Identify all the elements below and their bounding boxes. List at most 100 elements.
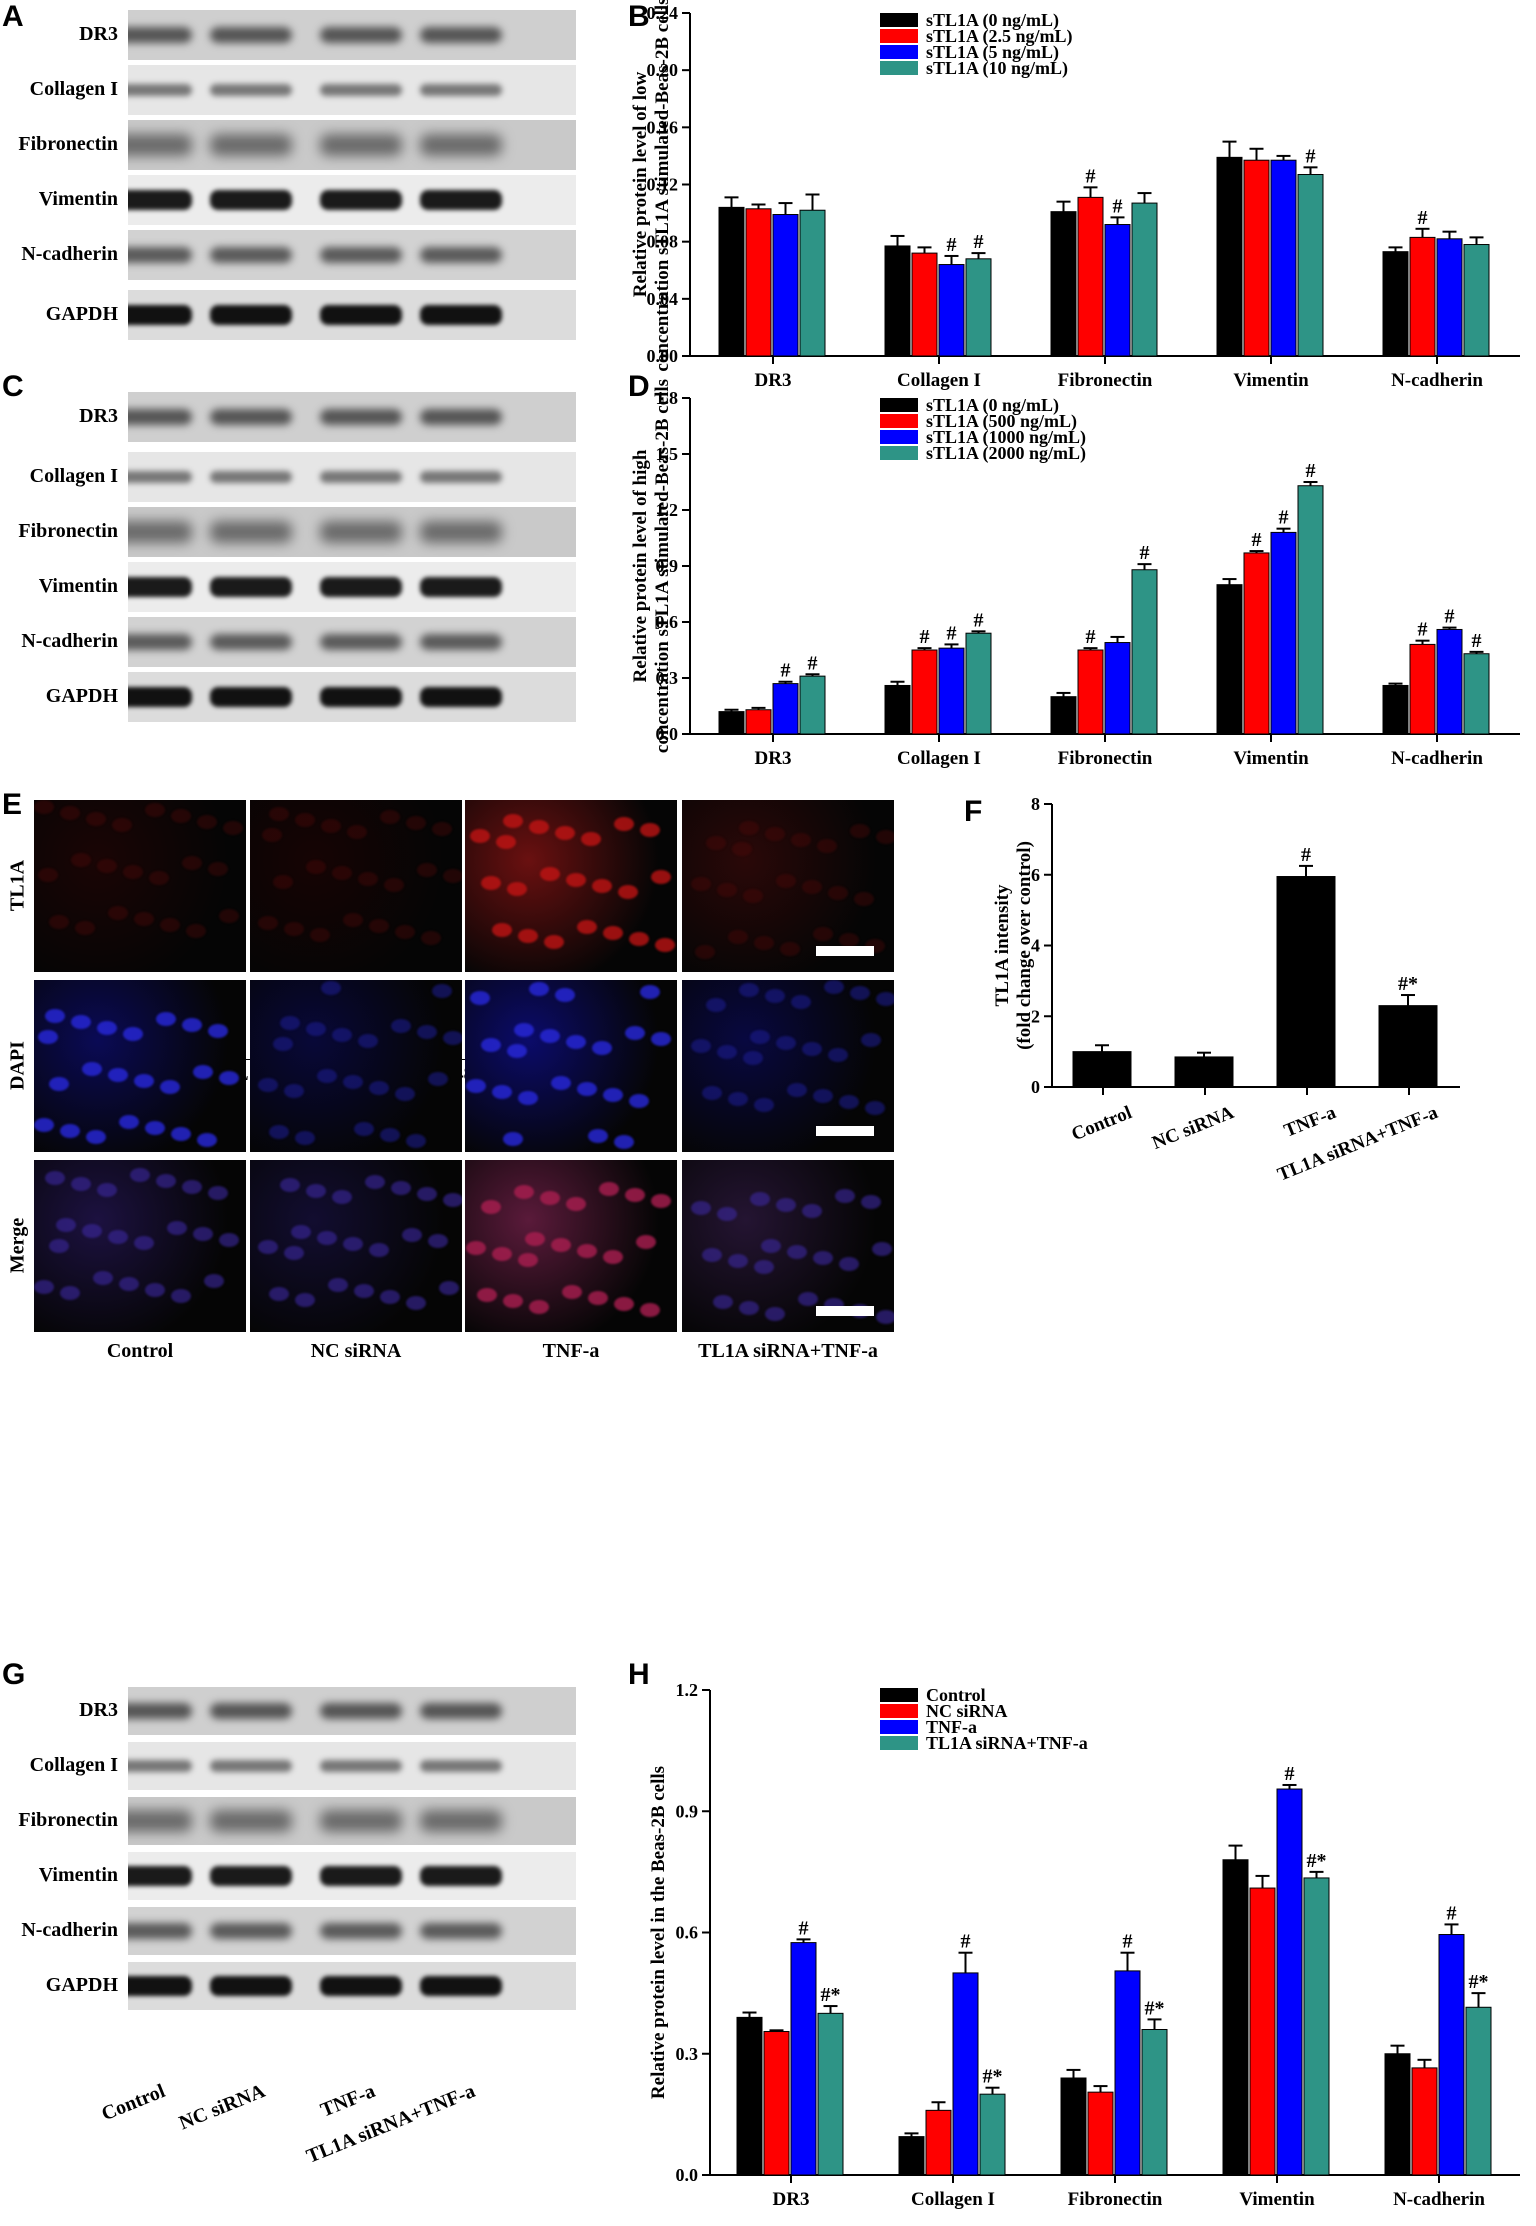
cell-nucleus bbox=[743, 1051, 763, 1065]
cell-nucleus bbox=[865, 1101, 885, 1115]
cell-nucleus bbox=[577, 920, 597, 934]
y-tick-label: 0.24 bbox=[647, 3, 679, 23]
cell-nucleus bbox=[850, 986, 870, 1000]
significance-mark: #* bbox=[1469, 1971, 1489, 1993]
legend-label: sTL1A (1000 ng/mL) bbox=[926, 427, 1086, 448]
cell-nucleus bbox=[562, 1285, 582, 1299]
blot-row-label-collagen-i: Collagen I bbox=[29, 465, 118, 487]
cell-nucleus bbox=[776, 1198, 796, 1212]
bar bbox=[1050, 211, 1077, 357]
cell-nucleus bbox=[640, 1303, 660, 1317]
cell-nucleus bbox=[765, 989, 785, 1003]
significance-mark: # bbox=[961, 1931, 971, 1953]
bar bbox=[1438, 1934, 1465, 2176]
legend-swatch bbox=[880, 1688, 918, 1702]
significance-mark: # bbox=[1472, 630, 1482, 652]
significance-mark: # bbox=[808, 652, 818, 674]
y-tick-label: 1.2 bbox=[676, 1680, 699, 1700]
cell-nucleus bbox=[728, 1092, 748, 1106]
blot-band bbox=[128, 409, 192, 425]
bar bbox=[745, 709, 772, 735]
cell-nucleus bbox=[354, 1284, 374, 1298]
blot-row-label-n-cadherin: N-cadherin bbox=[21, 1919, 118, 1941]
bar bbox=[799, 675, 826, 735]
blot-band bbox=[420, 27, 502, 43]
cell-nucleus bbox=[625, 1026, 645, 1040]
cell-nucleus bbox=[160, 918, 180, 932]
cell-nucleus bbox=[614, 1297, 634, 1311]
cell-nucleus bbox=[223, 821, 243, 835]
cell-nucleus bbox=[706, 998, 726, 1012]
cell-nucleus bbox=[269, 1287, 289, 1301]
blot-band bbox=[210, 471, 292, 483]
cell-nucleus bbox=[577, 1244, 597, 1258]
cell-nucleus bbox=[258, 1240, 278, 1254]
legend-label: sTL1A (500 ng/mL) bbox=[926, 411, 1077, 432]
blot-band bbox=[128, 27, 192, 43]
cell-nucleus bbox=[321, 819, 341, 833]
cell-nucleus bbox=[391, 1019, 411, 1033]
fluorescence-image-merge-2 bbox=[250, 1160, 462, 1332]
blot-band bbox=[420, 1923, 502, 1939]
legend-swatch bbox=[880, 446, 918, 460]
cell-nucleus bbox=[754, 1098, 774, 1112]
fluorescence-column-label-tnf-a: TNF-a bbox=[542, 1340, 600, 1362]
cell-nucleus bbox=[466, 1241, 486, 1255]
cell-nucleus bbox=[130, 1168, 150, 1182]
cell-nucleus bbox=[828, 886, 848, 900]
significance-mark: # bbox=[781, 660, 791, 682]
blot-strip-gapdh bbox=[128, 1962, 576, 2010]
cell-nucleus bbox=[119, 1277, 139, 1291]
blot-band bbox=[320, 1703, 402, 1719]
x-tick-label: Fibronectin bbox=[1058, 370, 1153, 391]
blot-strip-vimentin bbox=[128, 562, 576, 612]
y-axis-label: concentration sTL1A stimulated-Beas-2B c… bbox=[652, 0, 673, 372]
cell-nucleus bbox=[332, 1190, 352, 1204]
x-tick-label: N-cadherin bbox=[1391, 748, 1483, 769]
cell-nucleus bbox=[49, 1239, 69, 1253]
cell-nucleus bbox=[555, 988, 575, 1002]
cell-nucleus bbox=[421, 931, 441, 945]
blot-strip-dr3 bbox=[128, 392, 576, 442]
x-tick-label: Control bbox=[1069, 1102, 1135, 1145]
cell-nucleus bbox=[640, 823, 660, 837]
cell-nucleus bbox=[750, 1030, 770, 1044]
blot-band bbox=[320, 84, 402, 96]
y-tick-label: 0.6 bbox=[656, 612, 679, 632]
significance-mark: # bbox=[1252, 529, 1262, 551]
cell-nucleus bbox=[706, 836, 726, 850]
blot-band bbox=[420, 1866, 502, 1886]
blot-band bbox=[320, 409, 402, 425]
cell-nucleus bbox=[406, 1296, 426, 1310]
cell-nucleus bbox=[776, 874, 796, 888]
cell-nucleus bbox=[514, 1185, 534, 1199]
cell-nucleus bbox=[145, 803, 165, 817]
bar bbox=[790, 1942, 817, 2176]
blot-band bbox=[128, 84, 192, 96]
cell-nucleus bbox=[328, 1278, 348, 1292]
blot-band bbox=[210, 577, 292, 597]
bar bbox=[1297, 173, 1324, 357]
cell-nucleus bbox=[134, 1236, 154, 1250]
cell-nucleus bbox=[588, 1291, 608, 1305]
cell-nucleus bbox=[540, 867, 560, 881]
cell-nucleus bbox=[872, 1242, 892, 1256]
cell-nucleus bbox=[492, 1247, 512, 1261]
cell-nucleus bbox=[60, 806, 80, 820]
bar bbox=[952, 1972, 979, 2176]
significance-mark: # bbox=[947, 234, 957, 256]
bar bbox=[1216, 584, 1243, 735]
cell-nucleus bbox=[306, 1022, 326, 1036]
blot-band bbox=[128, 134, 192, 156]
cell-nucleus bbox=[86, 812, 106, 826]
cell-nucleus bbox=[197, 815, 217, 829]
bar bbox=[1077, 649, 1104, 735]
blot-band bbox=[128, 190, 192, 210]
cell-nucleus bbox=[432, 984, 452, 998]
legend-swatch bbox=[880, 45, 918, 59]
bar bbox=[1114, 1970, 1141, 2176]
blot-band bbox=[420, 577, 502, 597]
cell-nucleus bbox=[629, 1094, 649, 1108]
cell-nucleus bbox=[503, 1132, 523, 1146]
cell-nucleus bbox=[503, 814, 523, 828]
